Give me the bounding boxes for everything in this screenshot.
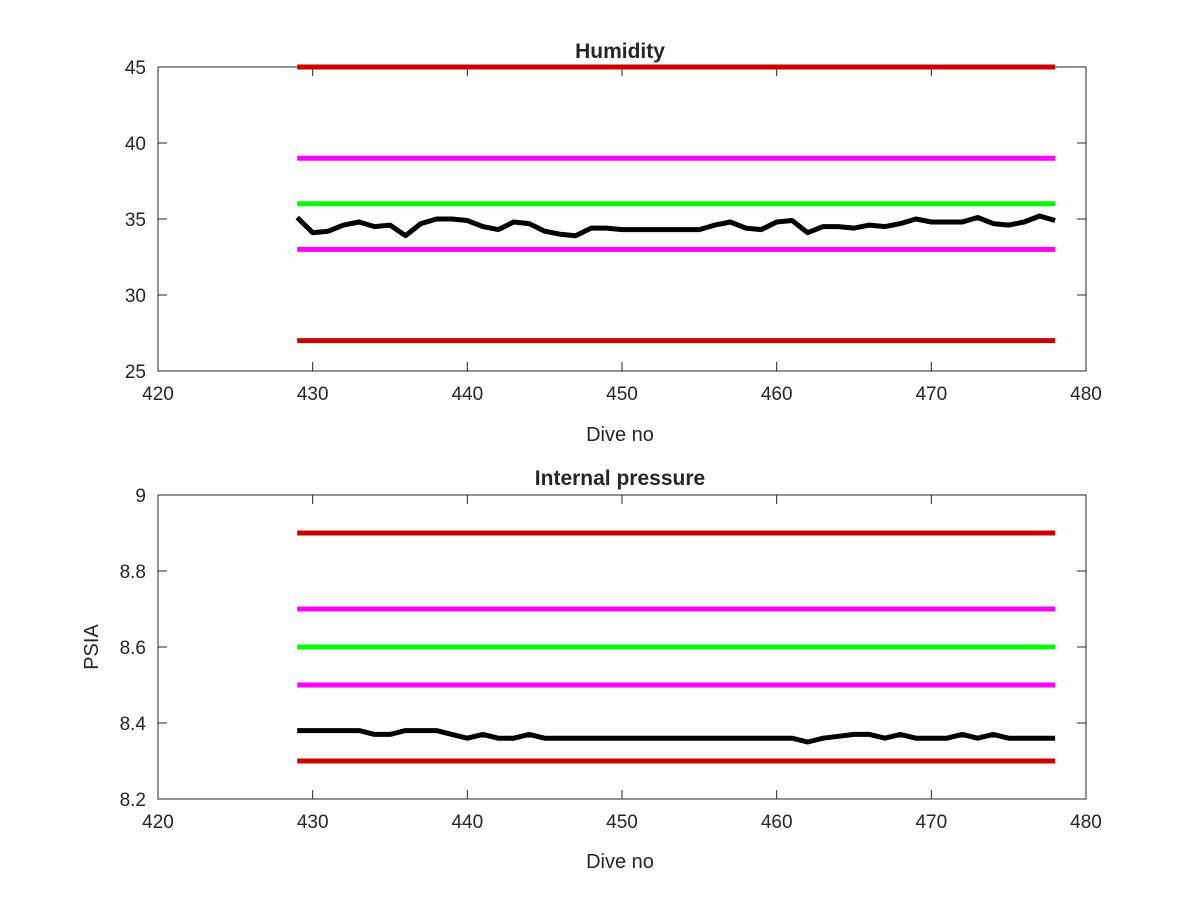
internal-pressure-chart: Internal pressure Dive no PSIA 420 430 440… bbox=[81, 467, 1102, 873]
y-tick-label: 45 bbox=[125, 58, 146, 79]
y-axis-label: PSIA bbox=[81, 624, 103, 670]
humidity-chart: Humidity Dive no 420 430 440 450 460 470 480 25… bbox=[125, 40, 1102, 446]
x-tick-label: 470 bbox=[915, 812, 947, 833]
x-tick-label: 430 bbox=[297, 384, 329, 405]
y-tick-label: 35 bbox=[125, 210, 146, 231]
x-tick-label: 430 bbox=[297, 812, 329, 833]
series-line-5 bbox=[295, 213, 1056, 239]
y-tick-label: 8.6 bbox=[120, 638, 146, 659]
x-axis-label: Dive no bbox=[586, 424, 654, 446]
y-tick-label: 40 bbox=[125, 134, 146, 155]
y-tick-label: 8.8 bbox=[120, 562, 146, 583]
series-line-5 bbox=[297, 728, 1056, 745]
chart-title: Internal pressure bbox=[535, 467, 705, 490]
chart-title: Humidity bbox=[575, 40, 665, 63]
x-tick-label: 440 bbox=[451, 812, 483, 833]
x-tick-label: 450 bbox=[606, 812, 638, 833]
y-tick-label: 8.4 bbox=[120, 714, 147, 735]
x-tick-label: 440 bbox=[451, 384, 483, 405]
x-tick-label: 420 bbox=[142, 384, 174, 405]
x-tick-label: 480 bbox=[1070, 812, 1102, 833]
y-tick-label: 9 bbox=[135, 486, 146, 507]
x-tick-label: 460 bbox=[761, 384, 793, 405]
x-tick-label: 450 bbox=[606, 384, 638, 405]
x-axis-label: Dive no bbox=[586, 851, 654, 873]
x-tick-label: 420 bbox=[142, 812, 174, 833]
y-tick-label: 30 bbox=[125, 286, 146, 307]
x-tick-label: 470 bbox=[915, 384, 947, 405]
x-tick-label: 480 bbox=[1070, 384, 1102, 405]
x-tick-label: 460 bbox=[761, 812, 793, 833]
y-tick-label: 8.2 bbox=[120, 790, 146, 811]
y-tick-label: 25 bbox=[125, 362, 146, 383]
